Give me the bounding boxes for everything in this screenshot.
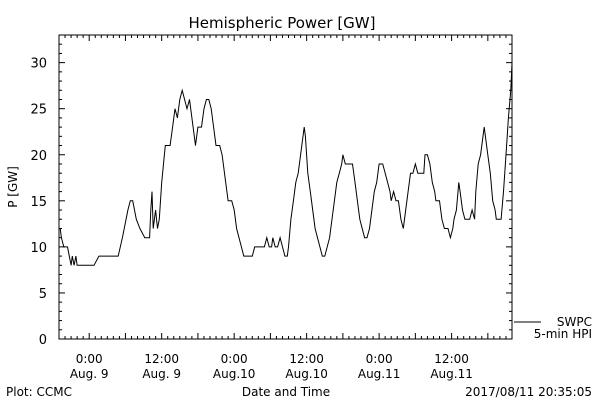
chart-title: Hemispheric Power [GW] bbox=[189, 14, 376, 32]
plot-timestamp: 2017/08/11 20:35:05 bbox=[465, 385, 592, 399]
x-tick-date-label: Aug. 9 bbox=[142, 367, 181, 381]
legend-entry-type: 5-min HPI bbox=[534, 327, 592, 341]
x-tick-date-label: Aug. 9 bbox=[70, 367, 109, 381]
x-tick-time-label: 0:00 bbox=[76, 352, 103, 366]
y-tick-label: 5 bbox=[39, 287, 47, 302]
y-tick-label: 10 bbox=[30, 241, 47, 256]
y-tick-label: 15 bbox=[30, 195, 47, 210]
x-tick-date-label: Aug.11 bbox=[430, 367, 473, 381]
plot-credit: Plot: CCMC bbox=[6, 385, 72, 399]
y-tick-label: 30 bbox=[30, 57, 47, 72]
x-tick-time-label: 0:00 bbox=[366, 352, 393, 366]
legend-entry-source: SWPC bbox=[557, 315, 592, 329]
y-tick-label: 20 bbox=[30, 149, 47, 164]
plot-frame bbox=[58, 34, 513, 340]
y-axis-label: P [GW] bbox=[6, 166, 20, 208]
x-tick-time-label: 12:00 bbox=[144, 352, 179, 366]
legend: SWPC 5-min HPI bbox=[514, 315, 592, 341]
x-axis-label: Date and Time bbox=[242, 385, 330, 399]
y-tick-label: 0 bbox=[39, 333, 47, 348]
x-tick-date-label: Aug.10 bbox=[285, 367, 328, 381]
x-tick-date-label: Aug.11 bbox=[358, 367, 401, 381]
x-tick-time-label: 12:00 bbox=[434, 352, 469, 366]
series-line bbox=[59, 62, 513, 266]
x-tick-date-label: Aug.10 bbox=[213, 367, 256, 381]
x-tick-time-label: 12:00 bbox=[289, 352, 324, 366]
x-tick-time-label: 0:00 bbox=[221, 352, 248, 366]
y-axis: 0 5 10 15 20 25 30 bbox=[30, 34, 512, 348]
y-tick-label: 25 bbox=[30, 103, 47, 118]
